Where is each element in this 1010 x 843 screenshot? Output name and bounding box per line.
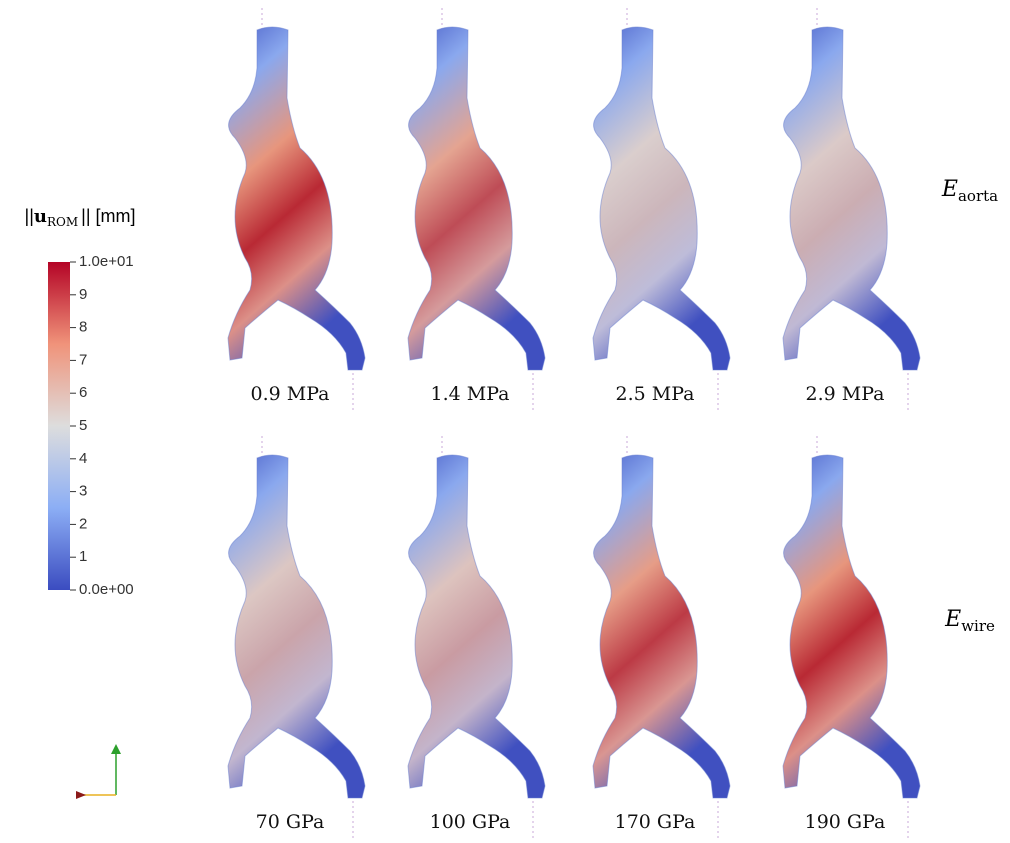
row-label: Ewire <box>944 607 995 635</box>
tick-label: 1.0e+01 <box>79 253 134 270</box>
symbol: E <box>941 177 958 202</box>
symbol: E <box>944 607 961 632</box>
aorta-model <box>228 27 365 370</box>
panel-label: 170 GPa <box>615 811 696 833</box>
panel-label: 2.9 MPa <box>806 383 885 405</box>
panel-label: 2.5 MPa <box>616 383 695 405</box>
norm-open: || <box>25 206 34 226</box>
colorbar <box>48 262 70 590</box>
symbol: u <box>34 206 47 227</box>
panel-label: 1.4 MPa <box>431 383 510 405</box>
tick-label: 2 <box>79 515 87 532</box>
tick-label: 3 <box>79 483 87 500</box>
aorta-model <box>593 27 730 370</box>
aorta-model <box>408 455 545 798</box>
tick-label: 8 <box>79 319 87 336</box>
tick-label: 6 <box>79 384 87 401</box>
panels: Eaorta 0.9 MPa 1.4 MPa 2.5 MPa 2.9 MPa Ewire 7… <box>228 8 998 838</box>
axes-glyph <box>76 744 121 799</box>
tick-label: 5 <box>79 417 87 434</box>
row-label: Eaorta <box>941 177 998 205</box>
aorta-model <box>783 27 920 370</box>
subscript: aorta <box>958 187 998 205</box>
aorta-model <box>593 455 730 798</box>
panel-label: 0.9 MPa <box>251 383 330 405</box>
panel-label: 100 GPa <box>430 811 511 833</box>
figure: ||uROM|| [mm] 1.0e+01 9 8 7 6 5 4 3 2 1 0.0e+00 Ea… <box>0 0 1010 838</box>
panel-label: 190 GPa <box>805 811 886 833</box>
aorta-model <box>408 27 545 370</box>
norm-close: || [mm] <box>81 206 135 226</box>
tick-label: 0.0e+00 <box>79 581 134 598</box>
tick-label: 4 <box>79 450 87 467</box>
colorbar-title: ||uROM|| [mm] <box>25 206 136 229</box>
subscript: ROM <box>47 215 78 229</box>
panel-label: 70 GPa <box>256 811 325 833</box>
tick-label: 1 <box>79 548 87 565</box>
tick-label: 7 <box>79 351 87 368</box>
subscript: wire <box>961 617 995 635</box>
tick-label: 9 <box>79 286 87 303</box>
aorta-model <box>783 455 920 798</box>
colorbar-ticks: 1.0e+01 9 8 7 6 5 4 3 2 1 0.0e+00 <box>70 253 134 598</box>
aorta-model <box>228 455 365 798</box>
